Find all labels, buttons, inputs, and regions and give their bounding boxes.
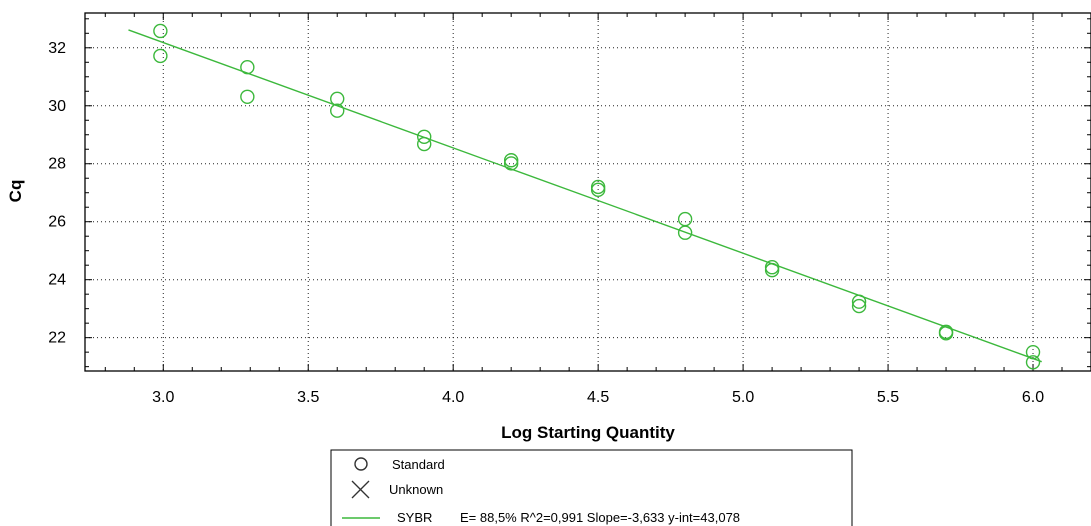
x-axis-title: Log Starting Quantity	[501, 423, 675, 442]
x-tick-label: 3.5	[297, 389, 319, 406]
y-tick-label: 26	[48, 214, 66, 231]
x-tick-label: 4.5	[587, 389, 609, 406]
standard-data-point	[153, 48, 168, 64]
y-tick-label: 24	[48, 272, 66, 289]
axis-ticks	[85, 13, 1091, 371]
plot-area	[84, 12, 1091, 372]
standard-data-point	[764, 260, 780, 275]
sybr-regression-line	[128, 29, 1042, 363]
x-tick-label: 3.0	[152, 389, 174, 406]
legend-standard-circle-icon	[354, 457, 368, 471]
legend-box	[330, 449, 853, 526]
standard-data-point	[503, 153, 519, 168]
x-tick-label: 6.0	[1022, 389, 1044, 406]
standard-data-point	[1025, 355, 1041, 370]
standard-data-point	[764, 262, 780, 278]
standard-data-point	[851, 298, 867, 314]
legend-standard-label: Standard	[392, 457, 445, 472]
x-tick-label: 5.0	[732, 389, 754, 406]
standard-data-point	[1025, 344, 1041, 360]
x-tick-label: 4.0	[442, 389, 464, 406]
y-axis-title: Cq	[6, 180, 25, 203]
y-tick-label: 22	[48, 330, 66, 347]
standard-data-point	[240, 60, 255, 75]
plot-frame	[84, 12, 1091, 372]
y-tick-label: 28	[48, 156, 66, 173]
legend-sybr-label: SYBR	[397, 510, 432, 525]
y-tick-labels: 22 24 26 28 30 32	[48, 40, 66, 347]
data-points	[153, 23, 1041, 370]
x-tick-label: 5.5	[877, 389, 899, 406]
standard-data-point	[590, 179, 606, 195]
legend-sybr-stats: E= 88,5% R^2=0,991 Slope=-3,633 y-int=43…	[460, 510, 740, 525]
standard-data-point	[416, 129, 432, 144]
standard-data-point	[330, 103, 345, 118]
legend-unknown-label: Unknown	[389, 482, 443, 497]
regression-line-layer	[128, 29, 1042, 363]
standard-data-point	[851, 294, 867, 309]
standard-data-point	[677, 211, 693, 227]
y-tick-label: 32	[48, 40, 66, 57]
standard-data-point	[503, 156, 519, 171]
standard-data-point	[677, 225, 693, 240]
standard-data-point	[330, 91, 345, 107]
legend-unknown-cross-icon	[351, 480, 370, 499]
standard-data-point	[938, 326, 954, 341]
x-tick-labels: 3.0 3.5 4.0 4.5 5.0 5.5 6.0	[152, 389, 1044, 406]
gridlines	[85, 13, 1091, 371]
y-tick-label: 30	[48, 98, 66, 115]
standard-data-point	[240, 89, 255, 104]
legend: Standard Unknown SYBR E= 88,5% R^2=0,991…	[330, 449, 853, 526]
standard-data-point	[416, 136, 432, 152]
standard-data-point	[590, 182, 606, 198]
standard-data-point	[153, 23, 168, 39]
